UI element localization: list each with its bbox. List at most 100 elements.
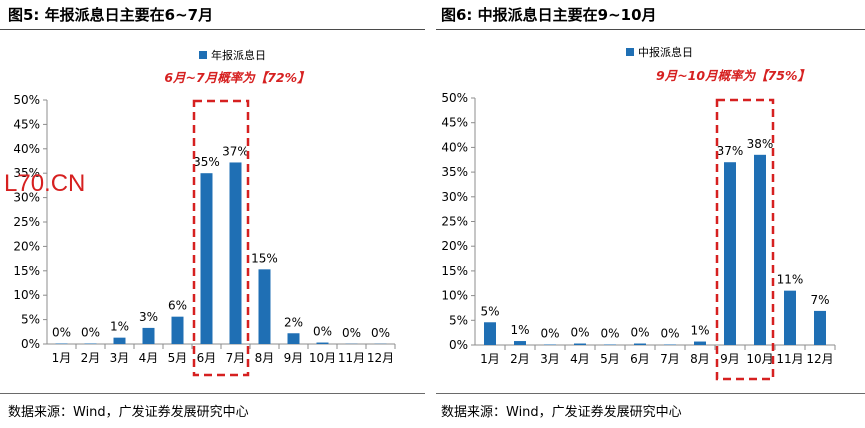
y-tick-label: 45% bbox=[441, 116, 468, 130]
chart-title-left: 图5: 年报派息日主要在6~7月 bbox=[8, 6, 214, 24]
y-tick-label: 40% bbox=[13, 142, 40, 156]
data-label: 1% bbox=[690, 324, 709, 338]
data-label: 37% bbox=[222, 144, 249, 158]
category-label: 2月 bbox=[81, 351, 101, 365]
legend-swatch bbox=[626, 48, 634, 56]
y-tick-label: 50% bbox=[13, 93, 40, 107]
bar bbox=[258, 269, 271, 344]
bar bbox=[754, 154, 766, 345]
data-label: 0% bbox=[660, 327, 679, 341]
data-label: 38% bbox=[747, 137, 774, 151]
data-label: 0% bbox=[81, 326, 100, 340]
data-label: 35% bbox=[193, 155, 220, 169]
legend-label: 中报派息日 bbox=[638, 45, 693, 59]
data-label: 0% bbox=[600, 327, 619, 341]
bar bbox=[634, 343, 646, 345]
category-label: 8月 bbox=[690, 352, 710, 366]
y-tick-label: 15% bbox=[441, 264, 468, 278]
bar bbox=[171, 316, 184, 344]
bar bbox=[574, 343, 586, 345]
title-rule-right bbox=[436, 29, 865, 30]
category-label: 7月 bbox=[226, 351, 246, 365]
category-label: 4月 bbox=[570, 352, 590, 366]
data-label: 5% bbox=[480, 304, 499, 318]
source-rule-right bbox=[436, 393, 865, 394]
category-label: 11月 bbox=[338, 351, 365, 365]
data-label: 0% bbox=[342, 326, 361, 340]
legend-label: 年报派息日 bbox=[211, 48, 266, 62]
category-label: 9月 bbox=[720, 352, 740, 366]
category-label: 6月 bbox=[630, 352, 650, 366]
y-tick-label: 5% bbox=[21, 313, 40, 327]
bar bbox=[229, 162, 242, 344]
highlight-box bbox=[192, 99, 250, 377]
data-label: 3% bbox=[139, 310, 158, 324]
category-label: 10月 bbox=[746, 352, 773, 366]
data-label: 11% bbox=[777, 273, 804, 287]
bar bbox=[724, 162, 736, 345]
data-label: 0% bbox=[371, 326, 390, 340]
y-tick-label: 35% bbox=[13, 166, 40, 180]
y-tick-label: 20% bbox=[441, 239, 468, 253]
data-label: 6% bbox=[168, 299, 187, 313]
category-label: 1月 bbox=[480, 352, 500, 366]
y-tick-label: 15% bbox=[13, 264, 40, 278]
highlight-label: 9月~10月概率为【75%】 bbox=[656, 68, 810, 83]
highlight-box bbox=[715, 98, 775, 381]
category-label: 4月 bbox=[139, 351, 159, 365]
data-label: 0% bbox=[52, 326, 71, 340]
data-label: 0% bbox=[630, 326, 649, 340]
y-tick-label: 0% bbox=[21, 337, 40, 351]
category-label: 5月 bbox=[168, 351, 188, 365]
bar bbox=[784, 290, 796, 345]
category-label: 3月 bbox=[110, 351, 130, 365]
y-tick-label: 45% bbox=[13, 117, 40, 131]
bar bbox=[484, 322, 496, 345]
y-tick-label: 30% bbox=[13, 191, 40, 205]
watermark: L70.CN bbox=[4, 170, 86, 197]
data-label: 1% bbox=[510, 323, 529, 337]
data-label: 2% bbox=[284, 315, 303, 329]
category-label: 9月 bbox=[284, 351, 304, 365]
y-tick-label: 20% bbox=[13, 239, 40, 253]
data-label: 0% bbox=[313, 325, 332, 339]
highlight-label: 6月~7月概率为【72%】 bbox=[164, 70, 309, 85]
category-label: 3月 bbox=[540, 352, 560, 366]
y-tick-label: 0% bbox=[449, 338, 468, 352]
y-tick-label: 25% bbox=[13, 215, 40, 229]
category-label: 1月 bbox=[52, 351, 72, 365]
y-tick-label: 50% bbox=[441, 91, 468, 105]
y-tick-label: 10% bbox=[441, 289, 468, 303]
source-note-left: 数据来源：Wind，广发证券发展研究中心 bbox=[8, 405, 249, 420]
bar bbox=[514, 341, 526, 345]
data-label: 0% bbox=[570, 326, 589, 340]
category-label: 2月 bbox=[510, 352, 530, 366]
chart-title-right: 图6: 中报派息日主要在9~10月 bbox=[441, 6, 657, 24]
y-tick-label: 5% bbox=[449, 313, 468, 327]
source-rule-left bbox=[0, 393, 425, 394]
legend-swatch bbox=[199, 51, 207, 59]
source-note-right: 数据来源：Wind，广发证券发展研究中心 bbox=[441, 405, 682, 420]
bar bbox=[113, 337, 126, 344]
bar bbox=[694, 341, 706, 345]
y-tick-label: 40% bbox=[441, 140, 468, 154]
bar bbox=[200, 173, 213, 344]
category-label: 5月 bbox=[600, 352, 620, 366]
y-tick-label: 10% bbox=[13, 288, 40, 302]
bar bbox=[142, 327, 155, 344]
data-label: 1% bbox=[110, 320, 129, 334]
y-tick-label: 30% bbox=[441, 190, 468, 204]
category-label: 8月 bbox=[255, 351, 275, 365]
category-label: 6月 bbox=[197, 351, 217, 365]
data-label: 0% bbox=[540, 327, 559, 341]
category-label: 12月 bbox=[367, 351, 394, 365]
data-label: 7% bbox=[810, 293, 829, 307]
category-label: 12月 bbox=[806, 352, 833, 366]
bar bbox=[814, 310, 826, 345]
category-label: 10月 bbox=[309, 351, 336, 365]
category-label: 7月 bbox=[660, 352, 680, 366]
data-label: 37% bbox=[717, 144, 744, 158]
title-rule-left bbox=[0, 29, 425, 30]
data-label: 15% bbox=[251, 251, 278, 265]
